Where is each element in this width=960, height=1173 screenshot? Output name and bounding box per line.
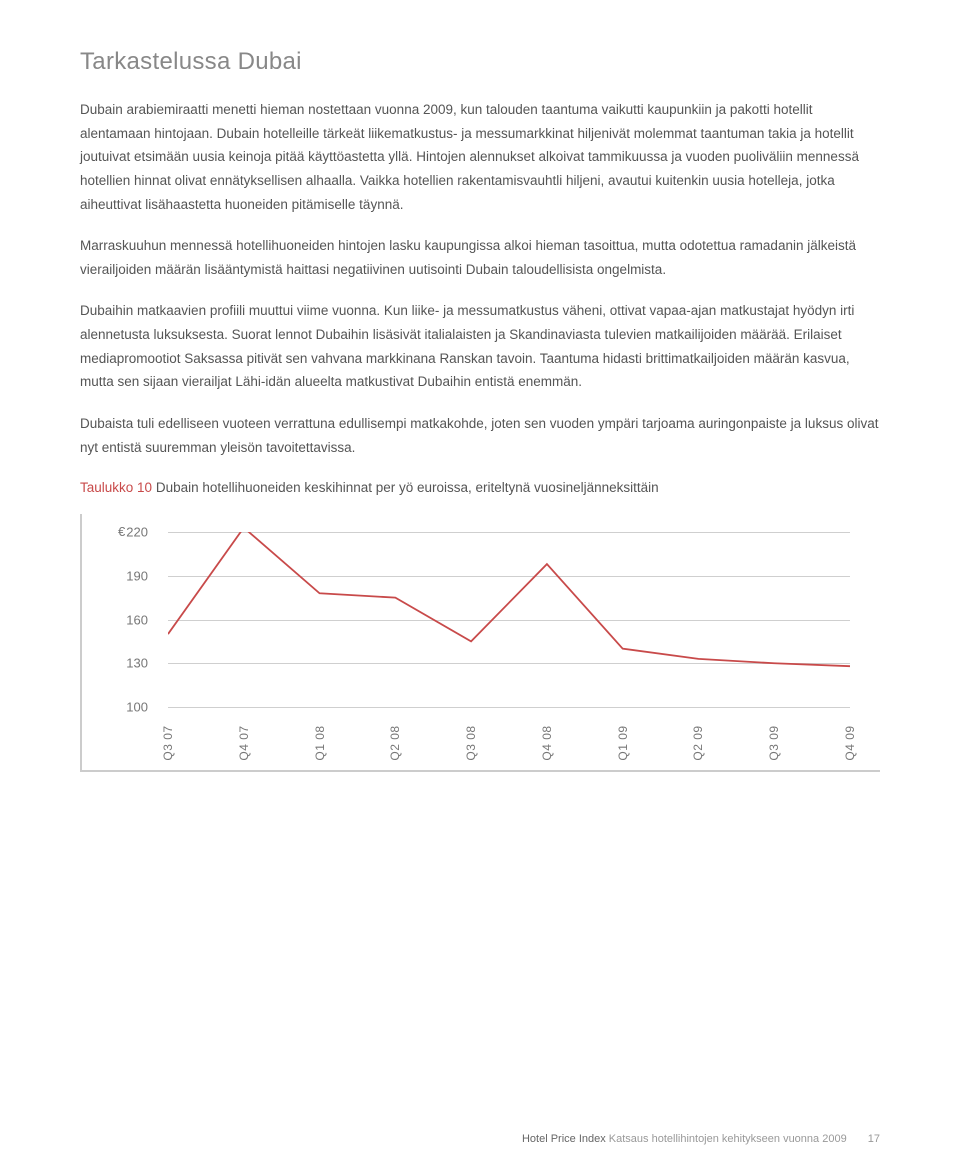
- page-footer: Hotel Price Index Katsaus hotellihintoje…: [522, 1133, 880, 1145]
- paragraph-1: Dubain arabiemiraatti menetti hieman nos…: [80, 98, 880, 216]
- y-tick-label: 130: [126, 656, 148, 671]
- page-title: Tarkastelussa Dubai: [80, 48, 880, 76]
- x-tick-label: Q2 09: [691, 725, 705, 760]
- chart-caption-text: Dubain hotellihuoneiden keskihinnat per …: [152, 480, 659, 495]
- x-tick-label: Q4 08: [540, 725, 554, 760]
- y-tick-label: 100: [126, 700, 148, 715]
- y-tick-label: 160: [126, 612, 148, 627]
- x-tick-label: Q3 08: [464, 725, 478, 760]
- paragraph-4: Dubaista tuli edelliseen vuoteen verratt…: [80, 412, 880, 459]
- chart-container: € 220190160130100 Q3 07Q4 07Q1 08Q2 08Q3…: [80, 514, 880, 772]
- gridline: [168, 707, 850, 708]
- x-tick-label: Q4 07: [237, 725, 251, 760]
- chart-line-svg: [168, 532, 850, 707]
- page-number: 17: [868, 1133, 880, 1145]
- x-axis-labels: Q3 07Q4 07Q1 08Q2 08Q3 08Q4 08Q1 09Q2 09…: [168, 722, 850, 762]
- line-chart: € 220190160130100 Q3 07Q4 07Q1 08Q2 08Q3…: [120, 532, 850, 762]
- x-tick-label: Q4 09: [843, 725, 857, 760]
- footer-title: Hotel Price Index: [522, 1133, 606, 1145]
- price-line: [168, 532, 850, 666]
- y-axis-labels: 220190160130100: [116, 532, 162, 707]
- chart-caption: Taulukko 10 Dubain hotellihuoneiden kesk…: [80, 477, 880, 500]
- chart-caption-number: Taulukko 10: [80, 480, 152, 495]
- x-tick-label: Q1 08: [313, 725, 327, 760]
- y-tick-label: 220: [126, 525, 148, 540]
- y-tick-label: 190: [126, 568, 148, 583]
- x-tick-label: Q3 07: [161, 725, 175, 760]
- x-tick-label: Q1 09: [616, 725, 630, 760]
- paragraph-3: Dubaihin matkaavien profiili muuttui vii…: [80, 299, 880, 394]
- paragraph-2: Marraskuuhun mennessä hotellihuoneiden h…: [80, 234, 880, 281]
- x-tick-label: Q2 08: [388, 725, 402, 760]
- plot-area: [168, 532, 850, 707]
- x-tick-label: Q3 09: [767, 725, 781, 760]
- footer-subtitle: Katsaus hotellihintojen kehitykseen vuon…: [606, 1133, 847, 1145]
